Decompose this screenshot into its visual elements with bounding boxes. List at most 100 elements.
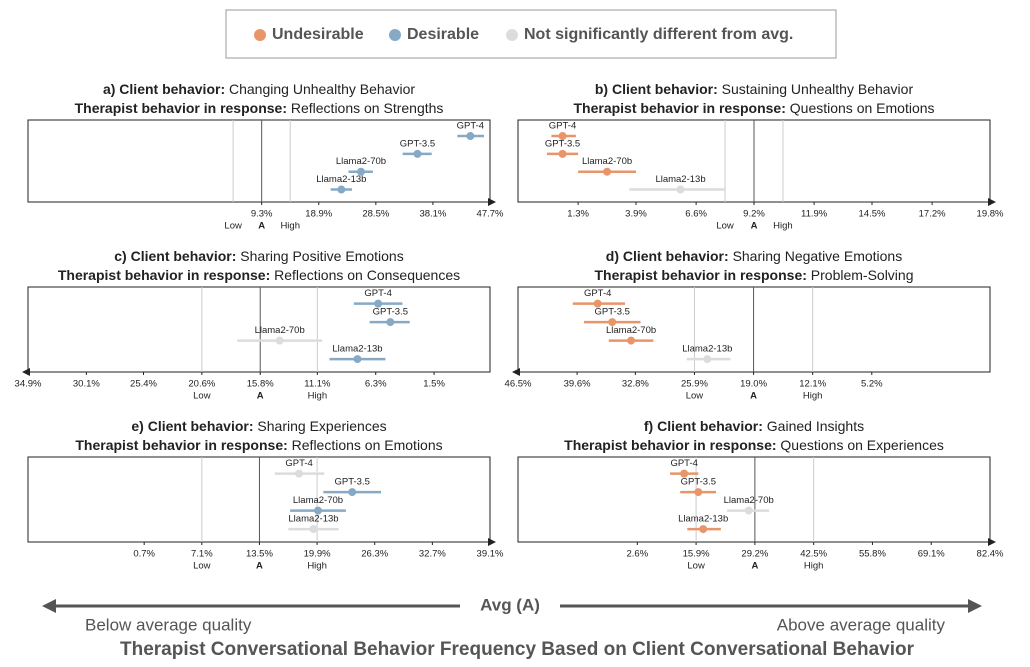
panel-title: b) Client behavior: Sustaining Unhealthy… xyxy=(595,81,914,97)
x-tick-label: 3.9% xyxy=(625,209,647,220)
x-tick-label: 55.8% xyxy=(859,549,886,560)
point xyxy=(386,318,395,327)
x-tick-label: 5.2% xyxy=(861,379,883,390)
title-text: Changing Unhealthy Behavior xyxy=(229,81,415,97)
legend-marker xyxy=(254,29,266,41)
point xyxy=(744,506,753,515)
point xyxy=(608,318,617,327)
point xyxy=(603,167,612,176)
reference-label: Low xyxy=(193,391,211,402)
reference-label: Low xyxy=(687,561,705,572)
legend-box xyxy=(225,9,837,59)
point-label: GPT-4 xyxy=(457,121,484,132)
x-tick-label: 6.6% xyxy=(685,209,707,220)
panel: b) Client behavior: Sustaining Unhealthy… xyxy=(517,81,1004,232)
x-tick-label: 34.9% xyxy=(15,379,42,390)
subtitle-text: Reflections on Strengths xyxy=(291,100,444,116)
reference-label: Low xyxy=(686,391,704,402)
legend-marker xyxy=(506,29,518,41)
panel-box xyxy=(517,456,991,543)
point-label: Llama2-13b xyxy=(655,174,705,185)
x-tick-label: 12.1% xyxy=(799,379,826,390)
x-tick-label: 19.8% xyxy=(977,209,1004,220)
subtitle-prefix: Therapist behavior in response: xyxy=(573,100,785,116)
panel-title: f) Client behavior: Gained Insights xyxy=(644,418,864,434)
title-text: Sharing Positive Emotions xyxy=(240,248,403,264)
point-label: GPT-3.5 xyxy=(335,477,370,488)
point-label: Llama2-70b xyxy=(724,495,774,506)
axis-arrow xyxy=(488,538,496,546)
x-tick-label: 0.7% xyxy=(133,549,155,560)
point-label: GPT-3.5 xyxy=(545,138,580,149)
reference-label: Low xyxy=(224,221,242,232)
panel-title: d) Client behavior: Sharing Negative Emo… xyxy=(606,248,902,264)
reference-label: High xyxy=(804,561,824,572)
x-tick-label: 29.2% xyxy=(741,549,768,560)
point xyxy=(680,469,689,478)
point-label: GPT-4 xyxy=(364,288,391,299)
point-label: Llama2-13b xyxy=(682,344,732,355)
x-tick-label: 17.2% xyxy=(919,209,946,220)
x-tick-label: 7.1% xyxy=(191,549,213,560)
panel-title: a) Client behavior: Changing Unhealthy B… xyxy=(103,81,415,97)
point-label: Llama2-13b xyxy=(678,514,728,525)
title-text: Gained Insights xyxy=(767,418,864,434)
point-label: Llama2-13b xyxy=(332,344,382,355)
title-prefix: f) Client behavior: xyxy=(644,418,763,434)
panel-subtitle: Therapist behavior in response: Question… xyxy=(573,100,934,116)
point xyxy=(558,149,567,158)
subtitle-prefix: Therapist behavior in response: xyxy=(595,267,807,283)
x-tick-label: 25.4% xyxy=(130,379,157,390)
x-tick-label: 15.9% xyxy=(683,549,710,560)
panel-subtitle: Therapist behavior in response: Problem-… xyxy=(595,267,914,283)
panel-title: e) Client behavior: Sharing Experiences xyxy=(131,418,386,434)
panel-box xyxy=(27,286,491,373)
legend-marker xyxy=(389,29,401,41)
legend: Undesirable Desirable Not significantly di… xyxy=(254,26,793,43)
reference-label: High xyxy=(280,221,300,232)
left-note: Below average quality xyxy=(85,615,252,634)
panel: d) Client behavior: Sharing Negative Emo… xyxy=(505,248,991,402)
legend-label: Desirable xyxy=(407,26,479,43)
point-label: Llama2-70b xyxy=(582,156,632,167)
arrow-head xyxy=(42,599,56,613)
point-label: GPT-3.5 xyxy=(373,307,408,318)
point-label: Llama2-13b xyxy=(288,514,338,525)
x-tick-label: 15.8% xyxy=(247,379,274,390)
subtitle-text: Problem-Solving xyxy=(811,267,914,283)
legend-label: Undesirable xyxy=(272,26,364,43)
point-label: Llama2-70b xyxy=(336,156,386,167)
x-tick-label: 1.3% xyxy=(567,209,589,220)
reference-label: A xyxy=(258,221,265,232)
point-label: GPT-4 xyxy=(670,458,697,469)
subtitle-text: Questions on Experiences xyxy=(780,437,943,453)
title-prefix: e) Client behavior: xyxy=(131,418,253,434)
x-tick-label: 32.8% xyxy=(622,379,649,390)
point xyxy=(558,132,567,141)
x-tick-label: 18.9% xyxy=(305,209,332,220)
x-tick-label: 46.5% xyxy=(505,379,532,390)
x-tick-label: 11.1% xyxy=(304,379,331,390)
panel-subtitle: Therapist behavior in response: Reflecti… xyxy=(75,100,444,116)
panel-box xyxy=(27,119,491,203)
point-label: Llama2-70b xyxy=(293,495,343,506)
point xyxy=(699,525,708,534)
x-tick-label: 13.5% xyxy=(246,549,273,560)
subtitle-prefix: Therapist behavior in response: xyxy=(75,100,287,116)
point xyxy=(275,336,284,345)
title-text: Sharing Negative Emotions xyxy=(733,248,903,264)
point xyxy=(676,185,685,194)
subtitle-text: Reflections on Emotions xyxy=(292,437,443,453)
point xyxy=(694,488,703,497)
reference-label: A xyxy=(751,221,758,232)
x-tick-label: 6.3% xyxy=(365,379,387,390)
figure-title: Therapist Conversational Behavior Freque… xyxy=(120,639,915,660)
reference-label: Low xyxy=(193,561,211,572)
point xyxy=(309,525,318,534)
x-tick-label: 19.0% xyxy=(740,379,767,390)
x-tick-label: 9.3% xyxy=(251,209,273,220)
reference-label: High xyxy=(773,221,793,232)
x-tick-label: 38.1% xyxy=(419,209,446,220)
x-tick-label: 19.9% xyxy=(304,549,331,560)
